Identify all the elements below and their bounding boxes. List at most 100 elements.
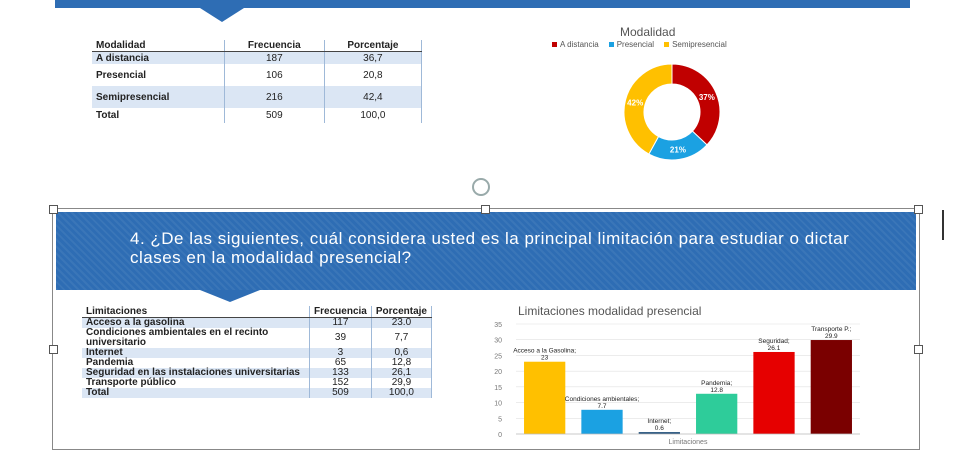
table-cell: 0,6 <box>371 348 433 358</box>
legend-swatch <box>552 42 557 48</box>
table-row: Acceso a la gasolina 117 23.0 <box>82 317 433 328</box>
table-cell: 106 <box>224 64 325 86</box>
table-header-cell: Frecuencia <box>224 40 325 52</box>
donut-data-label: 21% <box>670 146 686 155</box>
table-cell: 3 <box>309 348 372 358</box>
resize-handle-right[interactable] <box>914 345 923 354</box>
donut-data-label: 37% <box>699 93 715 102</box>
donut-slice <box>623 63 673 155</box>
table-header-cell: Limitaciones <box>82 306 311 318</box>
y-tick-label: 20 <box>494 369 502 376</box>
y-tick-label: 35 <box>494 322 502 329</box>
legend-item: A distancia <box>552 40 599 49</box>
table-cell: 187 <box>224 51 325 64</box>
table-row: Total 509 100,0 <box>82 388 433 398</box>
table-row: Total 509 100,0 <box>92 108 423 123</box>
table-header-row: Limitaciones Frecuencia Porcentaje <box>82 306 433 318</box>
table-cell: 100,0 <box>371 388 433 398</box>
legend-label: A distancia <box>560 40 599 49</box>
donut-data-label: 42% <box>627 99 643 108</box>
x-axis-label: Limitaciones <box>669 439 708 446</box>
donut-chart: 37% 21% 42% <box>623 63 721 161</box>
table-cell: 65 <box>309 358 372 368</box>
legend-label: Presencial <box>616 40 655 49</box>
table-cell: 42,4 <box>324 86 423 108</box>
table-cell: A distancia <box>92 51 225 64</box>
table-cell: 100,0 <box>324 108 423 123</box>
table-cell: 20,8 <box>324 64 423 86</box>
bar <box>524 361 566 434</box>
legend-swatch <box>608 42 614 48</box>
table-cell: Transporte público <box>82 378 311 388</box>
table-header-cell: Porcentaje <box>324 40 423 52</box>
table-cell: Internet <box>82 348 311 358</box>
modalidad-table: Modalidad Frecuencia Porcentaje A distancia… <box>92 40 423 123</box>
table-cell: Total <box>92 108 225 123</box>
legend-item: Semipresencial <box>664 40 727 49</box>
y-tick-label: 15 <box>494 385 502 392</box>
table-cell: Semipresencial <box>92 86 225 108</box>
table-row: Condiciones ambientales en el recinto un… <box>82 328 433 348</box>
table-header-cell: Modalidad <box>92 40 225 52</box>
legend-swatch <box>664 42 670 48</box>
bar <box>581 409 623 434</box>
table-cell: 509 <box>224 108 325 123</box>
table-cell: Pandemia <box>82 358 311 368</box>
table-cell: 216 <box>224 86 325 108</box>
bar-data-label: Internet; 0.6 <box>647 418 671 432</box>
table-cell: Seguridad en las instalaciones universit… <box>82 368 311 378</box>
question-banner-arrow <box>200 290 260 302</box>
y-tick-label: 5 <box>498 416 502 423</box>
table-cell: 39 <box>309 328 372 348</box>
table-cell: 36,7 <box>324 51 423 64</box>
bar-chart-title: Limitaciones modalidad presencial <box>518 304 702 318</box>
table-cell: 7,7 <box>371 328 433 348</box>
table-cell: Presencial <box>92 64 225 86</box>
bar <box>753 351 795 434</box>
donut-legend: A distancia Presencial Semipresencial <box>552 40 727 49</box>
rotate-handle-icon[interactable] <box>472 178 490 196</box>
y-tick-label: 10 <box>494 401 502 408</box>
table-row: Pandemia 65 12,8 <box>82 358 433 368</box>
table-cell: 26,1 <box>371 368 433 378</box>
table-cell: 117 <box>309 317 372 328</box>
legend-item: Presencial <box>608 40 655 49</box>
bar-data-label: Condiciones ambientales; 7.7 <box>565 396 640 410</box>
bar-data-label: Acceso a la Gasolina; 23 <box>513 348 576 362</box>
question-text: 4. ¿De las siguientes, cuál considera us… <box>130 229 850 267</box>
text-cursor <box>942 210 944 240</box>
table-row: Presencial 106 20,8 <box>92 64 423 86</box>
table-cell: 509 <box>309 388 372 398</box>
resize-handle-top-right[interactable] <box>914 205 923 214</box>
table-header-cell: Porcentaje <box>371 306 433 318</box>
resize-handle-top-left[interactable] <box>49 205 58 214</box>
table-cell: Condiciones ambientales en el recinto un… <box>82 328 311 348</box>
top-banner <box>55 0 910 8</box>
resize-handle-top[interactable] <box>481 205 490 214</box>
bar <box>696 393 738 434</box>
table-row: Semipresencial 216 42,4 <box>92 86 423 108</box>
table-header-row: Modalidad Frecuencia Porcentaje <box>92 40 423 52</box>
table-cell: 12,8 <box>371 358 433 368</box>
table-header-cell: Frecuencia <box>309 306 372 318</box>
table-cell: Acceso a la gasolina <box>82 317 311 328</box>
table-row: Seguridad en las instalaciones universit… <box>82 368 433 378</box>
resize-handle-left[interactable] <box>49 345 58 354</box>
bar <box>810 340 852 434</box>
top-banner-arrow <box>200 8 244 22</box>
table-cell: 29,9 <box>371 378 433 388</box>
question-banner <box>56 212 916 290</box>
table-cell: Total <box>82 388 311 398</box>
bar <box>638 432 680 434</box>
table-row: A distancia 187 36,7 <box>92 51 423 64</box>
table-cell: 23.0 <box>371 317 433 328</box>
y-tick-label: 30 <box>494 338 502 345</box>
table-row: Transporte público 152 29,9 <box>82 378 433 388</box>
table-cell: 152 <box>309 378 372 388</box>
legend-label: Semipresencial <box>672 40 727 49</box>
bar-data-label: Transporte P.; 29.9 <box>811 326 851 340</box>
table-cell: 133 <box>309 368 372 378</box>
y-tick-label: 25 <box>494 353 502 360</box>
bar-data-label: Seguridad; 26.1 <box>758 338 790 352</box>
y-tick-label: 0 <box>498 432 502 439</box>
